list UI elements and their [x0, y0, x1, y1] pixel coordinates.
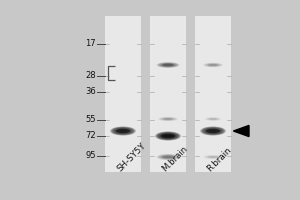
- Ellipse shape: [163, 118, 173, 120]
- Ellipse shape: [162, 118, 174, 120]
- Ellipse shape: [159, 63, 177, 67]
- Ellipse shape: [159, 117, 177, 121]
- Ellipse shape: [162, 155, 174, 159]
- Ellipse shape: [202, 127, 224, 135]
- Ellipse shape: [116, 129, 130, 133]
- Ellipse shape: [160, 155, 176, 159]
- Ellipse shape: [204, 128, 222, 134]
- Ellipse shape: [116, 129, 130, 133]
- Ellipse shape: [158, 132, 178, 140]
- Ellipse shape: [164, 64, 172, 66]
- Ellipse shape: [205, 63, 221, 67]
- Ellipse shape: [206, 129, 220, 133]
- Ellipse shape: [160, 117, 176, 121]
- Text: SH-SY5Y: SH-SY5Y: [115, 141, 147, 173]
- Ellipse shape: [162, 64, 174, 66]
- Ellipse shape: [119, 129, 127, 133]
- Ellipse shape: [209, 64, 217, 66]
- Ellipse shape: [206, 118, 220, 120]
- Text: R.brain: R.brain: [205, 145, 233, 173]
- Ellipse shape: [205, 155, 221, 159]
- FancyBboxPatch shape: [105, 16, 141, 172]
- Ellipse shape: [120, 130, 126, 132]
- Polygon shape: [233, 125, 249, 137]
- Ellipse shape: [162, 156, 174, 158]
- Ellipse shape: [208, 118, 217, 120]
- Ellipse shape: [204, 63, 222, 67]
- Ellipse shape: [161, 134, 175, 138]
- Ellipse shape: [157, 62, 179, 68]
- Ellipse shape: [206, 129, 220, 133]
- Ellipse shape: [165, 135, 171, 137]
- Ellipse shape: [157, 132, 179, 140]
- Text: 55: 55: [85, 116, 96, 124]
- Text: 17: 17: [85, 40, 96, 48]
- Ellipse shape: [158, 154, 178, 160]
- Text: 28: 28: [85, 72, 96, 80]
- Ellipse shape: [160, 63, 176, 67]
- FancyBboxPatch shape: [150, 16, 186, 172]
- Ellipse shape: [163, 118, 173, 120]
- Ellipse shape: [207, 64, 219, 66]
- Ellipse shape: [208, 64, 218, 66]
- Ellipse shape: [209, 129, 217, 133]
- Ellipse shape: [161, 63, 175, 67]
- Ellipse shape: [205, 128, 221, 134]
- Ellipse shape: [155, 132, 181, 140]
- Ellipse shape: [208, 129, 218, 133]
- Ellipse shape: [206, 117, 220, 121]
- Text: 95: 95: [85, 152, 96, 160]
- Ellipse shape: [162, 64, 174, 66]
- Ellipse shape: [205, 117, 221, 121]
- Ellipse shape: [160, 133, 176, 139]
- Ellipse shape: [163, 156, 173, 158]
- FancyBboxPatch shape: [195, 16, 231, 172]
- Ellipse shape: [112, 127, 134, 135]
- Text: M.brain: M.brain: [160, 144, 189, 173]
- Ellipse shape: [208, 156, 218, 158]
- Ellipse shape: [159, 133, 177, 139]
- Ellipse shape: [163, 64, 173, 66]
- Ellipse shape: [113, 127, 133, 135]
- Ellipse shape: [164, 134, 172, 138]
- Ellipse shape: [203, 155, 223, 159]
- Ellipse shape: [206, 156, 220, 158]
- Ellipse shape: [210, 130, 216, 132]
- Ellipse shape: [118, 129, 128, 133]
- Ellipse shape: [161, 118, 175, 120]
- Ellipse shape: [159, 155, 177, 159]
- Ellipse shape: [206, 63, 220, 67]
- Ellipse shape: [203, 63, 223, 67]
- Ellipse shape: [200, 127, 226, 136]
- Ellipse shape: [114, 128, 132, 134]
- Ellipse shape: [158, 62, 178, 68]
- Ellipse shape: [158, 117, 178, 121]
- Ellipse shape: [110, 127, 136, 136]
- Ellipse shape: [161, 155, 175, 159]
- Ellipse shape: [207, 118, 219, 120]
- Text: 36: 36: [85, 88, 96, 97]
- Ellipse shape: [161, 134, 175, 138]
- Text: 72: 72: [85, 132, 96, 140]
- Ellipse shape: [204, 155, 222, 159]
- Ellipse shape: [208, 64, 218, 66]
- Ellipse shape: [157, 154, 179, 160]
- Ellipse shape: [163, 134, 173, 138]
- Ellipse shape: [203, 127, 223, 135]
- Ellipse shape: [115, 128, 131, 134]
